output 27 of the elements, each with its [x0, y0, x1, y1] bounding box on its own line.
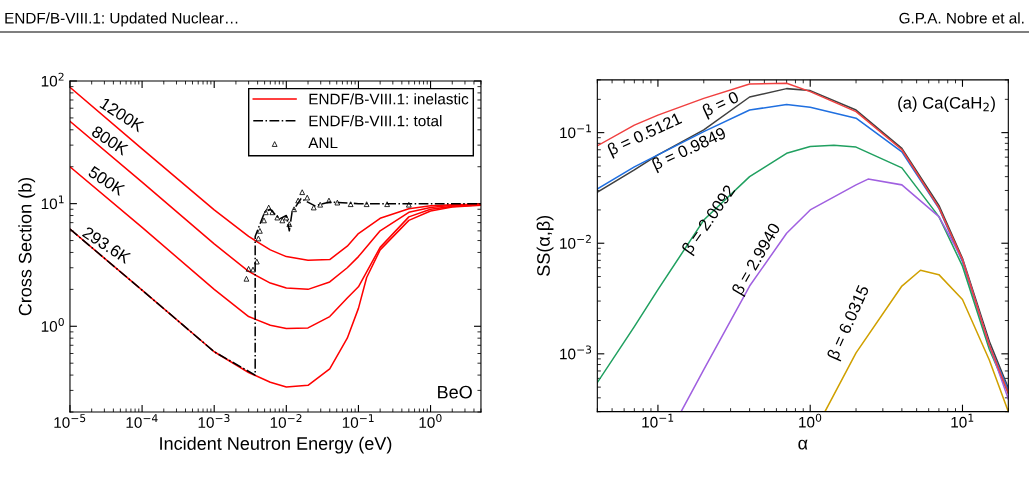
y-tick-label: 10$^{−3}$ [560, 345, 592, 360]
x-tick-label: 10$^{−1}$ [342, 414, 374, 428]
text: G.P.A. Nobre et al. [899, 12, 1024, 24]
x-tick-label: 10$^{0}$ [799, 413, 822, 428]
x-tick-label: 10$^{−2}$ [270, 414, 302, 428]
y-tick-label: 10$^{2}$ [41, 72, 64, 87]
text: ENDF/B-VIII.1: Updated Nuclear… [5, 12, 238, 27]
annotation: β = 0 [701, 90, 741, 120]
x-tick-label: 10$^{1}$ [951, 413, 974, 428]
annotation: (a) Ca(CaH$_{2}$) [898, 96, 995, 112]
legend-label: ENDF/B-VIII.1: inelastic [309, 93, 469, 105]
y-tick-label: 10$^{−2}$ [560, 234, 591, 249]
legend-label: ENDF/B-VIII.1: total [309, 115, 442, 127]
x-tick-label: 10$^{−5}$ [54, 414, 86, 428]
x-tick-label: 10$^{−3}$ [198, 414, 230, 428]
y-tick-label: 10$^{1}$ [41, 195, 64, 210]
x-axis-title: Incident Neutron Energy (eV) [160, 436, 392, 454]
y-tick-label: 10$^{0}$ [41, 317, 64, 332]
x-tick-label: 10$^{−1}$ [642, 413, 674, 428]
y-axis-title: SS(α,β) [536, 215, 554, 276]
y-axis-title: Cross Section (b) [18, 177, 36, 316]
y-tick-label: 10$^{−1}$ [560, 124, 591, 139]
legend-label: ANL [308, 137, 338, 149]
x-tick-label: 10$^{−4}$ [126, 414, 158, 428]
x-tick-label: 10$^{0}$ [419, 414, 442, 428]
annotation: BeO [438, 385, 472, 399]
x-axis-title: α [798, 439, 808, 450]
